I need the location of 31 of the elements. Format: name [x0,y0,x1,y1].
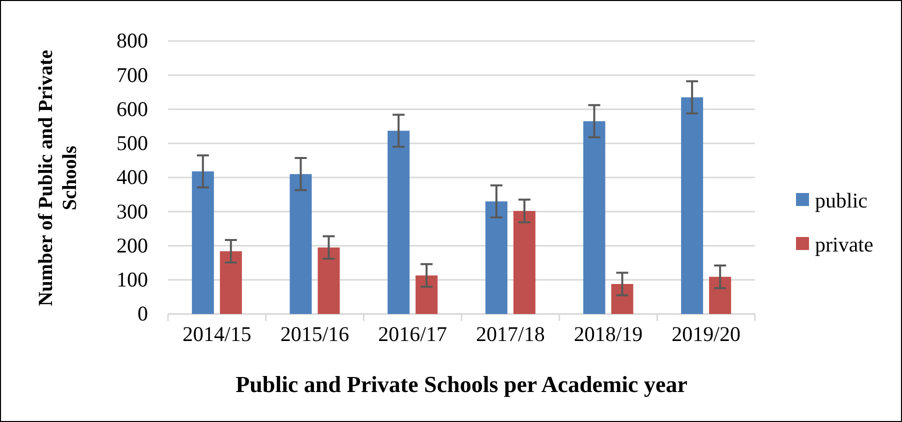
bar [583,121,606,314]
bar [416,275,438,314]
legend-label: private [815,232,874,256]
y-tick-label: 300 [116,199,148,224]
legend-label: public [815,188,868,212]
bar [290,174,312,314]
bar [318,247,340,314]
bar [220,251,242,314]
x-tick-label: 2015/16 [280,322,350,346]
bar [611,284,634,314]
x-tick-label: 2017/18 [476,322,545,346]
y-tick-label: 0 [138,302,148,326]
y-tick-label: 700 [116,62,148,87]
x-axis-title: Public and Private Schools per Academic year [236,372,688,397]
bar [485,201,508,314]
x-tick-label: 2018/19 [574,322,643,346]
y-tick-label: 100 [116,268,148,292]
x-tick-label: 2019/20 [672,322,741,346]
bar [192,171,214,314]
bar [681,97,704,314]
x-tick-label: 2014/15 [182,322,252,346]
y-tick-label: 400 [116,165,148,190]
y-tick-label: 800 [116,28,148,53]
y-axis-title: Number of Public and Private Schools [35,50,81,306]
bar [388,130,410,314]
bar [513,210,536,314]
y-tick-label: 500 [116,131,148,156]
x-tick-label: 2016/17 [378,322,448,346]
y-tick-label: 600 [116,96,148,121]
bar [709,276,732,314]
y-tick-label: 200 [116,233,148,258]
